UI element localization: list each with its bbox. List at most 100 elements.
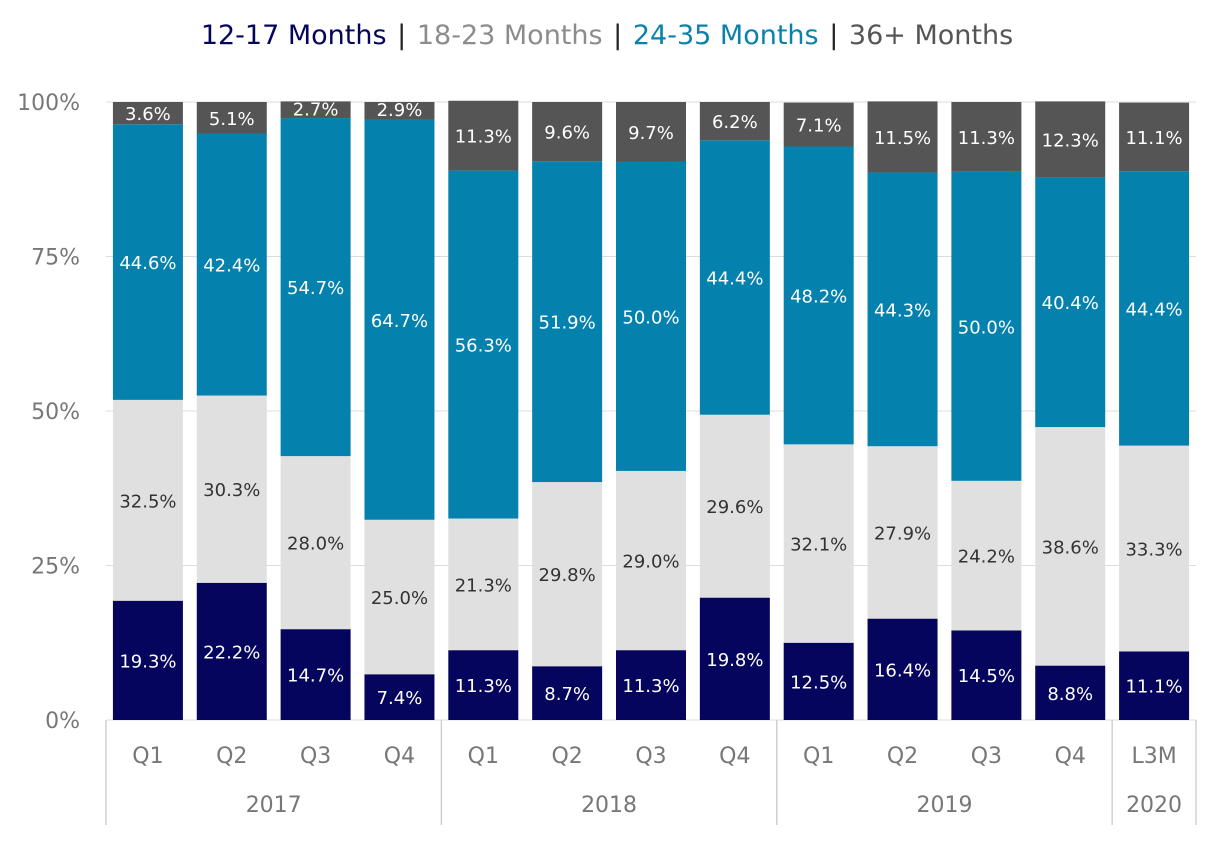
x-group-label: 2018 [581,793,637,818]
x-group-label: 2020 [1126,793,1182,818]
bar-segment [1119,102,1190,172]
bar-segment [196,395,267,583]
data-label: 12.3% [1042,130,1099,151]
data-label: 11.3% [455,676,512,697]
bar-segment [616,470,686,651]
bar-segment [532,161,603,483]
data-label: 29.6% [706,497,763,518]
bar-segment [196,102,267,134]
bar-segment [1035,101,1106,178]
bar-segment [532,666,603,720]
x-tick-label: Q4 [719,744,750,769]
bar-segment [616,102,686,162]
bar-segment [1035,427,1106,666]
data-label: 28.0% [287,534,344,555]
data-label: 2.9% [377,100,423,121]
data-label: 42.4% [203,256,260,277]
bar-segment [280,101,351,119]
bar-segment [867,172,938,447]
data-label: 14.5% [958,666,1015,687]
data-label: 32.5% [119,491,176,512]
bar-segment [364,102,435,120]
data-label: 21.3% [455,575,512,596]
bar-segment [448,100,519,171]
x-tick-label: Q1 [803,744,834,769]
x-tick-label: Q2 [551,744,582,769]
data-label: 11.5% [874,128,931,149]
data-label: 5.1% [209,109,255,130]
bar-segment [1119,171,1190,446]
x-tick-label: Q3 [635,744,666,769]
data-label: 7.1% [796,116,842,137]
bar-segment [699,597,770,720]
x-group-label: 2017 [246,793,302,818]
x-tick-label: L3M [1131,744,1176,769]
bar-segment [364,519,435,675]
x-tick-label: Q1 [132,744,163,769]
bar-segment [699,102,770,141]
bar-segment [867,446,938,619]
data-label: 3.6% [125,104,171,125]
bar-segment [1035,665,1106,720]
bar-segment [196,582,267,720]
bar-segment [783,444,854,643]
bar-segment [616,650,686,720]
data-label: 44.4% [1125,299,1182,320]
data-label: 19.3% [119,651,176,672]
data-label: 64.7% [371,311,428,332]
bar-segment [616,161,686,471]
y-tick-label: 25% [31,555,80,580]
bar-segment [699,414,770,598]
data-label: 44.4% [706,269,763,290]
bar-segment [867,618,938,720]
bar-segment [280,118,351,457]
legend-item-18-23-months: 18-23 Months [416,20,603,51]
x-tick-label: Q2 [887,744,918,769]
data-label: 11.1% [1125,128,1182,149]
data-label: 29.8% [539,565,596,586]
data-label: 2.7% [293,99,339,120]
data-label: 11.1% [1125,677,1182,698]
bar-segment [867,101,938,173]
bar-segment [783,146,854,445]
legend-separator: | [397,20,407,51]
y-tick-label: 75% [31,246,80,271]
data-label: 9.6% [544,123,590,144]
data-label: 11.3% [622,676,679,697]
bar-segment [951,480,1022,631]
data-label: 50.0% [958,317,1015,338]
data-label: 38.6% [1042,537,1099,558]
y-tick-label: 50% [31,400,80,425]
x-tick-label: Q3 [300,744,331,769]
data-label: 14.7% [287,666,344,687]
data-label: 9.7% [628,123,674,144]
data-label: 40.4% [1042,293,1099,314]
bar-segment [112,600,183,720]
data-label: 24.2% [958,547,1015,568]
data-label: 44.6% [119,253,176,274]
data-label: 27.9% [874,523,931,544]
data-label: 44.3% [874,300,931,321]
legend-item-24-35-months: 24-35 Months [632,20,819,51]
data-label: 7.4% [377,688,423,709]
bar-segment [1119,445,1190,652]
data-label: 33.3% [1125,540,1182,561]
bar-segment [280,456,351,630]
bar-segment [783,102,854,147]
bar-segment [1119,651,1190,720]
bar-segment [112,124,183,400]
data-label: 6.2% [712,112,758,133]
x-tick-label: Q4 [1055,744,1086,769]
bar-segment [951,102,1022,172]
legend-item-12-17-months: 12-17 Months [200,20,387,51]
bar-segment [112,399,183,601]
x-tick-label: Q3 [971,744,1002,769]
data-label: 48.2% [790,286,847,307]
data-label: 11.3% [455,127,512,148]
data-label: 11.3% [958,128,1015,149]
bar-segment [196,133,267,396]
data-label: 50.0% [622,307,679,328]
data-label: 8.8% [1047,684,1093,705]
data-label: 12.5% [790,672,847,693]
